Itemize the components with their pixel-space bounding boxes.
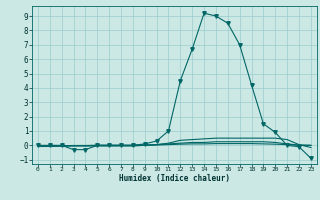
X-axis label: Humidex (Indice chaleur): Humidex (Indice chaleur) bbox=[119, 174, 230, 183]
